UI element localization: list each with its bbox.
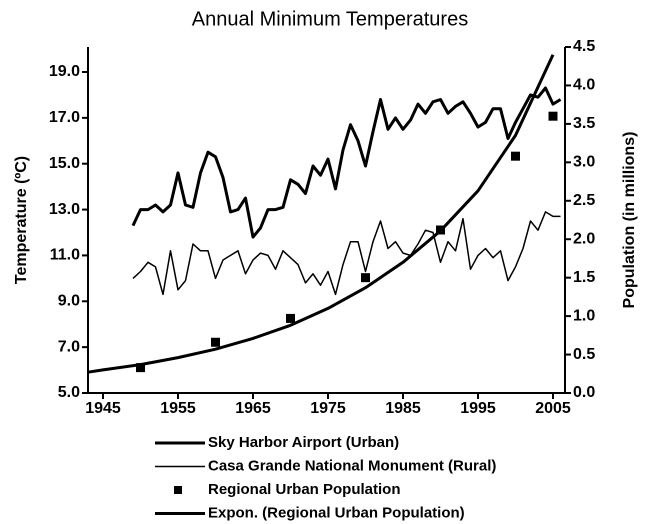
series-line (87, 54, 555, 374)
y2-tick-label: 1.5 (573, 269, 595, 286)
x-tick-label: 2005 (535, 400, 571, 417)
x-tick-label: 1985 (385, 400, 421, 417)
data-point (286, 313, 295, 323)
y2-axis-title: Population (in millions) (621, 132, 638, 309)
data-point (136, 363, 145, 373)
legend-label: Expon. (Regional Urban Population) (208, 504, 465, 521)
y2-tick-label: 3.5 (573, 115, 595, 132)
y-axis-title: Temperature (ºC) (13, 156, 30, 284)
data-point (211, 337, 220, 347)
y-tick-label: 7.0 (58, 338, 80, 355)
chart-title: Annual Minimum Temperatures (192, 8, 468, 30)
x-tick-label: 1995 (460, 400, 496, 417)
y2-tick-label: 0.5 (573, 346, 595, 363)
y-tick-label: 15.0 (49, 155, 80, 172)
legend-label: Regional Urban Population (208, 481, 401, 498)
legend-label: Sky Harbor Airport (Urban) (208, 434, 399, 451)
y2-tick-label: 4.0 (573, 77, 595, 94)
x-tick-label: 1955 (160, 400, 196, 417)
series-line (132, 211, 561, 296)
y-tick-label: 19.0 (49, 63, 80, 80)
y2-tick-label: 1.0 (573, 307, 595, 324)
data-point (548, 111, 558, 121)
x-tick-label: 1975 (310, 400, 346, 417)
y-tick-label: 13.0 (49, 201, 80, 218)
legend-marker (174, 486, 182, 494)
series-line (131, 86, 562, 239)
data-point (511, 151, 520, 161)
y2-tick-label: 2.0 (573, 230, 595, 247)
y2-tick-label: 0.0 (573, 384, 595, 401)
y-tick-label: 5.0 (58, 384, 80, 401)
x-tick-label: 1965 (235, 400, 271, 417)
y2-tick-label: 4.5 (573, 38, 595, 55)
legend-label: Casa Grande National Monument (Rural) (208, 457, 496, 474)
y-tick-label: 11.0 (50, 247, 80, 264)
y2-tick-label: 3.0 (573, 154, 595, 171)
y-tick-label: 17.0 (49, 109, 80, 126)
data-point (361, 273, 370, 283)
y2-tick-label: 2.5 (573, 192, 595, 209)
y-tick-label: 9.0 (58, 293, 80, 310)
x-tick-label: 1945 (85, 400, 121, 417)
